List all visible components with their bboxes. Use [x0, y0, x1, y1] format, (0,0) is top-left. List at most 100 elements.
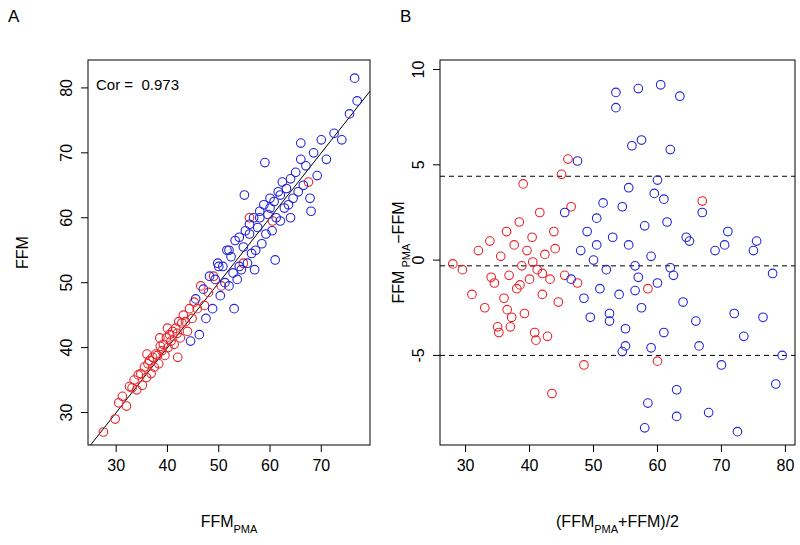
point: [268, 226, 277, 235]
point: [188, 314, 197, 323]
point: [605, 317, 614, 326]
point: [631, 286, 640, 295]
y-tick: [433, 164, 440, 165]
y-axis-label-part: −FFM: [390, 202, 407, 244]
point: [253, 223, 262, 232]
point: [580, 294, 589, 303]
point: [580, 361, 589, 370]
y-tick-label: 50: [58, 274, 75, 292]
x-tick-label: 30: [107, 457, 125, 474]
point: [666, 145, 675, 154]
point: [309, 149, 318, 158]
point: [225, 282, 234, 291]
point: [589, 256, 598, 265]
point: [647, 252, 656, 261]
point: [634, 273, 643, 282]
point: [730, 309, 739, 318]
point: [528, 233, 537, 242]
point: [538, 269, 547, 278]
point: [299, 181, 308, 190]
point: [181, 317, 190, 326]
point: [200, 301, 209, 310]
panel: A3040506070304050607080Cor = 0.973FFMPMA…: [8, 7, 370, 535]
point: [543, 332, 552, 341]
point: [676, 92, 685, 101]
annotation: Cor = 0.973: [96, 76, 179, 93]
point: [624, 183, 633, 192]
point: [223, 246, 232, 255]
y-axis-label-part: FFM: [14, 236, 31, 269]
point: [733, 427, 742, 436]
x-tick: [593, 445, 594, 452]
y-tick: [81, 152, 88, 153]
point: [532, 336, 541, 345]
x-tick-label: 40: [521, 457, 539, 474]
x-axis-label-part: +FFM)/2: [618, 513, 679, 530]
point: [682, 233, 691, 242]
point: [510, 241, 519, 250]
reference-line: [440, 265, 795, 266]
point: [548, 389, 557, 398]
x-tick-label: 50: [585, 457, 603, 474]
point: [500, 294, 509, 303]
point: [653, 279, 662, 288]
point: [302, 162, 311, 171]
y-tick: [433, 355, 440, 356]
point: [317, 136, 326, 145]
reference-line: [440, 355, 795, 356]
point: [468, 290, 477, 299]
y-tick: [81, 412, 88, 413]
reference-line: [88, 91, 370, 445]
point: [487, 273, 496, 282]
point: [243, 259, 252, 268]
figure: A3040506070304050607080Cor = 0.973FFMPMA…: [0, 0, 800, 545]
point: [644, 399, 653, 408]
point: [208, 304, 217, 313]
x-tick-label: 60: [649, 457, 667, 474]
series: [560, 80, 786, 435]
point: [554, 298, 563, 307]
x-tick: [465, 445, 466, 452]
point: [596, 284, 605, 293]
point: [576, 246, 585, 255]
x-tick: [116, 445, 117, 452]
point: [122, 402, 131, 411]
point: [634, 84, 643, 93]
plot-frame: [440, 60, 795, 445]
point: [679, 298, 688, 307]
point: [599, 199, 608, 208]
plot-frame: [88, 60, 370, 445]
point: [502, 227, 511, 236]
x-tick: [721, 445, 722, 452]
point: [271, 256, 280, 265]
point: [118, 392, 127, 401]
y-tick-label: 40: [58, 339, 75, 357]
y-tick-label: 70: [58, 144, 75, 162]
point: [704, 408, 713, 417]
x-axis-label-part: PMA: [594, 523, 619, 535]
point: [516, 281, 525, 290]
point: [592, 241, 601, 250]
point: [250, 265, 259, 274]
point: [550, 227, 559, 236]
x-tick: [218, 445, 219, 452]
point: [111, 415, 120, 424]
point: [211, 275, 220, 284]
point: [330, 129, 339, 138]
point: [749, 246, 758, 255]
point: [345, 110, 354, 119]
point: [660, 195, 669, 204]
point: [245, 220, 254, 229]
point: [493, 323, 502, 332]
point: [154, 360, 163, 369]
point: [503, 305, 512, 314]
point: [560, 271, 569, 280]
point: [155, 334, 164, 343]
point: [640, 424, 649, 433]
point: [523, 246, 532, 255]
point: [486, 237, 495, 246]
plot-area: [88, 74, 370, 445]
point: [520, 309, 529, 318]
point: [99, 428, 108, 437]
point: [567, 275, 576, 284]
